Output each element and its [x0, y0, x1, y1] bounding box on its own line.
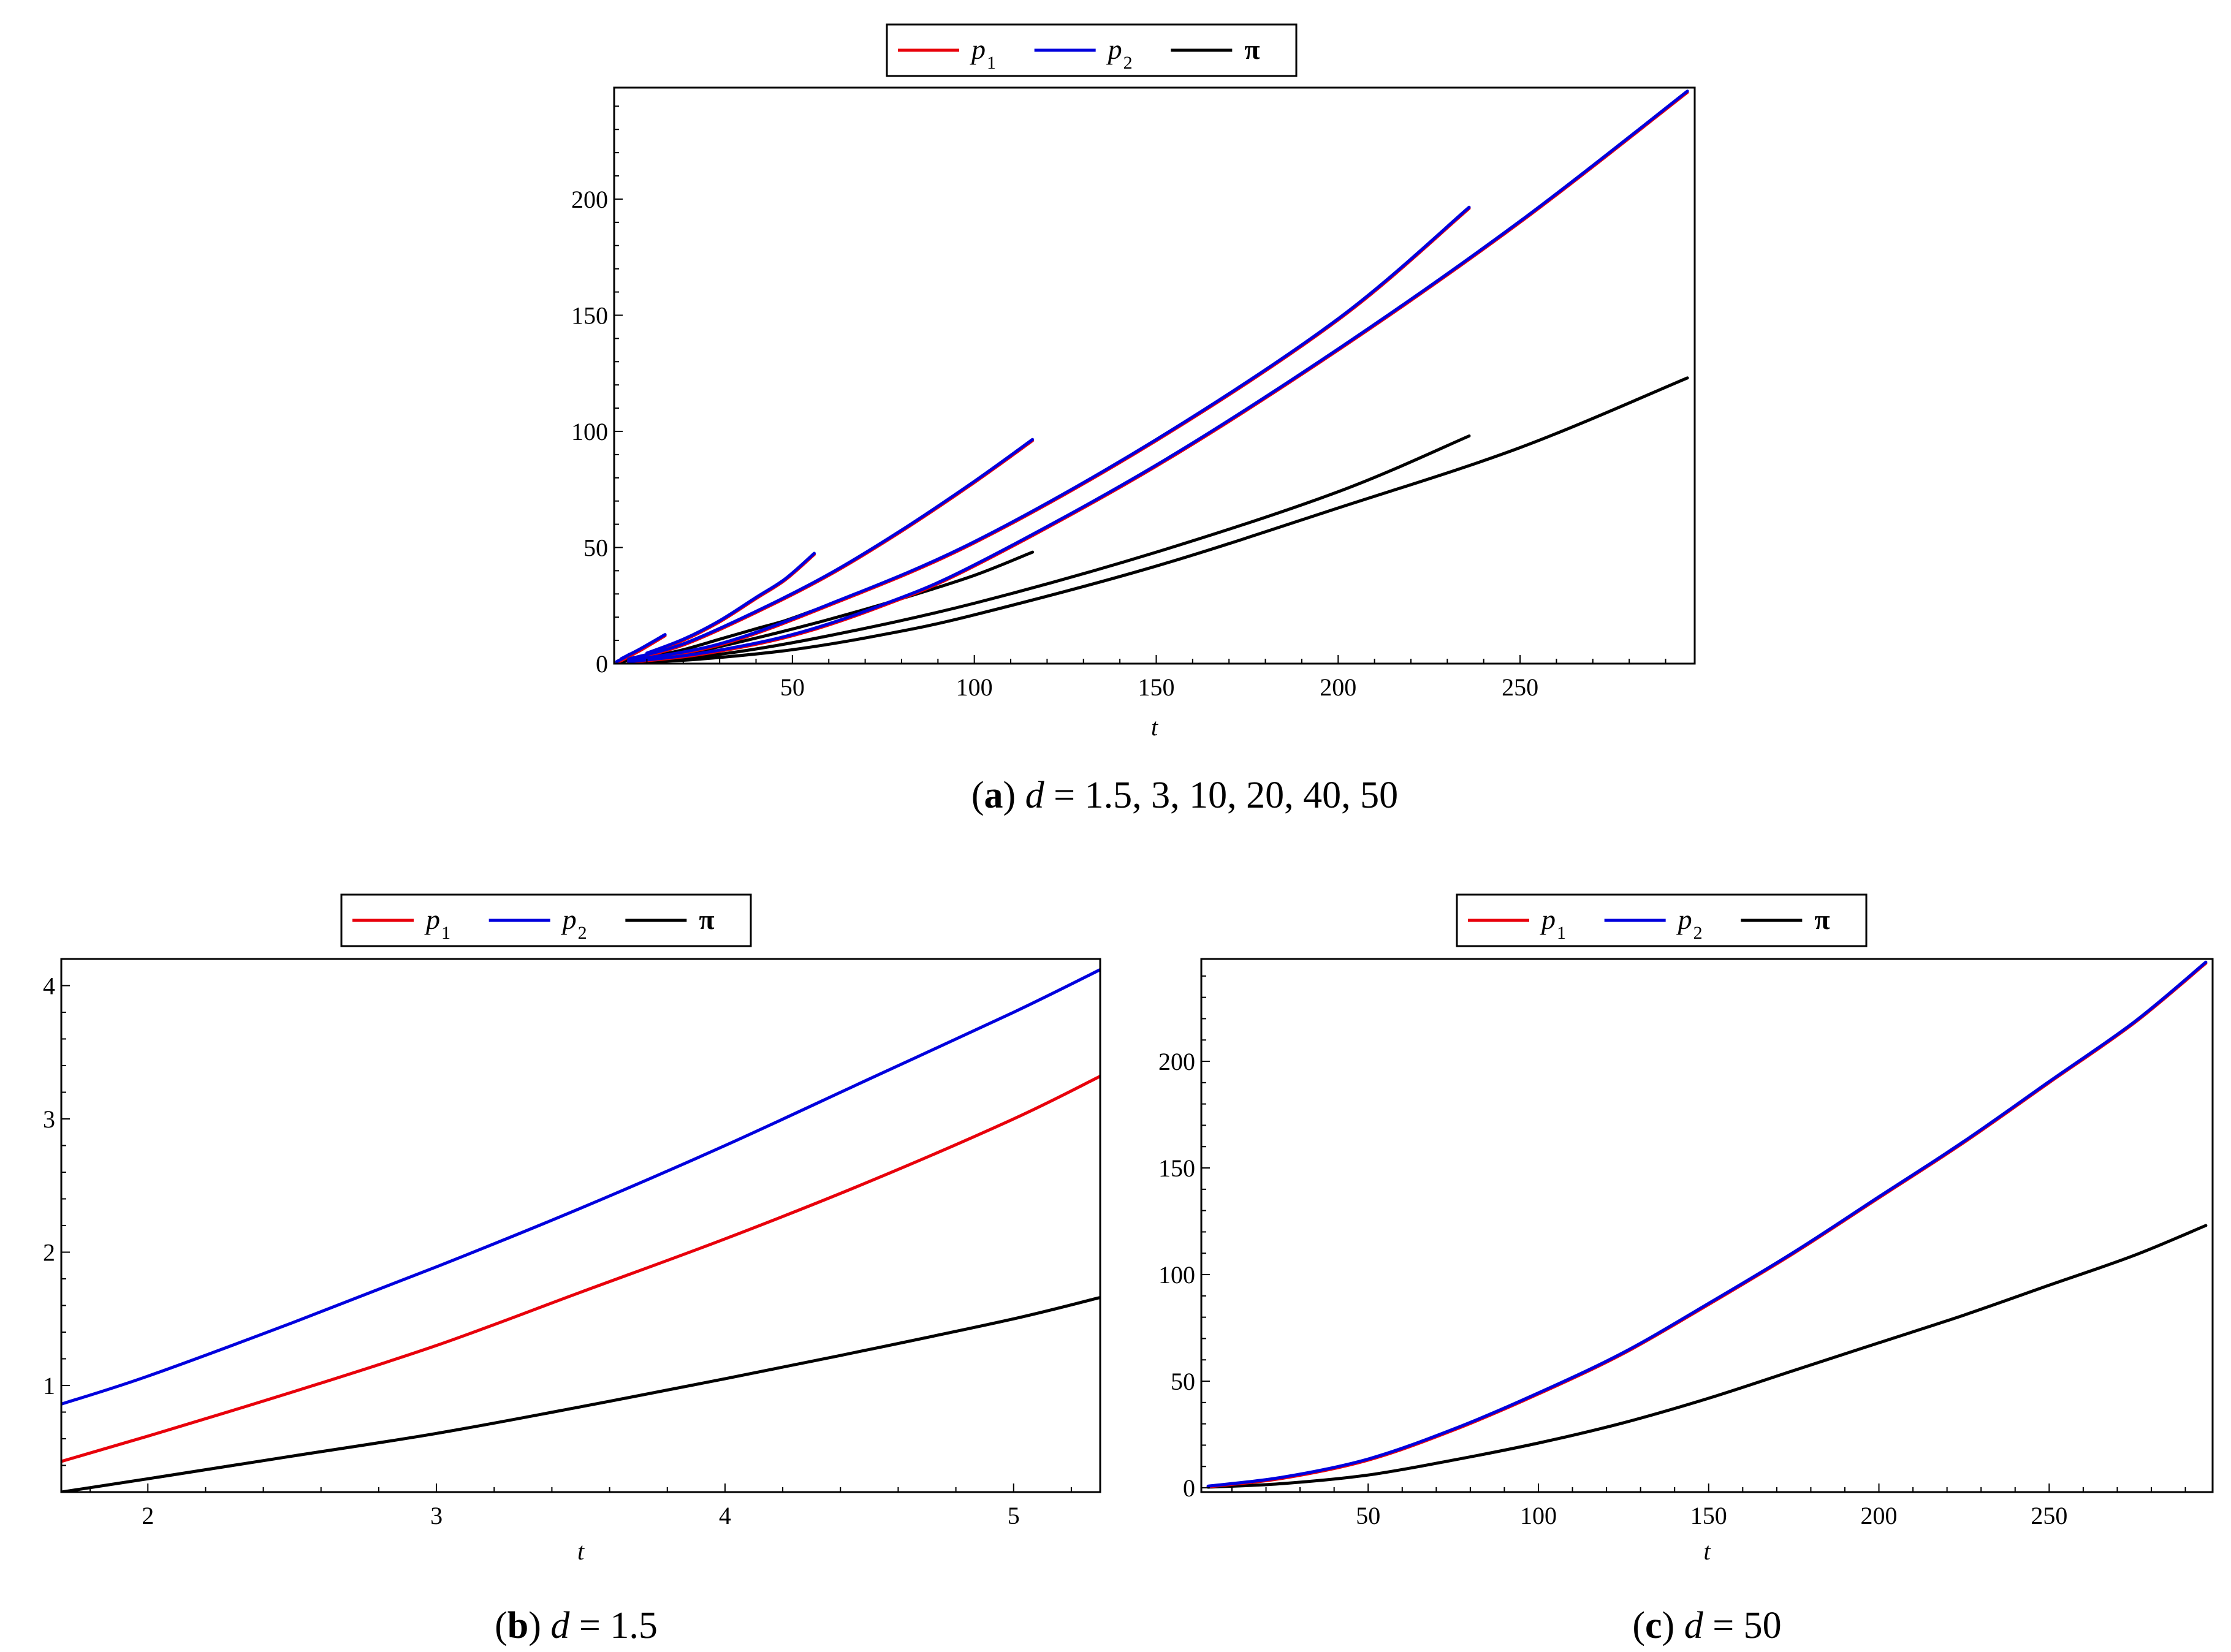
ticks-a: [614, 105, 1667, 664]
x-axis-label-c: t: [1703, 1537, 1711, 1565]
series-b-2-p2: [61, 968, 1100, 1406]
y-tick-label: 200: [1158, 1048, 1195, 1075]
x-tick-label: 200: [1320, 673, 1356, 701]
x-tick-label: 150: [1690, 1502, 1727, 1529]
y-tick-label: 0: [1183, 1474, 1195, 1502]
legend-sub-2: 2: [1693, 923, 1703, 943]
y-tick-label: 150: [571, 301, 608, 329]
x-tick-label: 5: [1008, 1502, 1020, 1529]
caption-c-part-2: ): [1662, 1605, 1675, 1646]
chart-c: 50 100 150 200 250 0 50 100 150 200 t: [1158, 958, 2214, 1565]
legend-sub-1: 1: [1557, 923, 1566, 943]
caption-c-part-1: c: [1645, 1605, 1662, 1646]
caption-b-part-4: d: [550, 1605, 570, 1646]
caption-a-part-2: ): [1003, 775, 1016, 816]
series-b-1-p1: [61, 1074, 1100, 1463]
caption-b-part-1: b: [507, 1605, 528, 1646]
x-tick-label: 50: [780, 673, 805, 701]
x-tick-label: 250: [2031, 1502, 2067, 1529]
caption-a: (a) d = 1.5, 3, 10, 20, 40, 50: [971, 775, 1398, 816]
legend-label-2: p: [561, 904, 577, 935]
legend-sub-1: 1: [987, 53, 996, 73]
caption-c-part-0: (: [1632, 1605, 1645, 1646]
series-a-17-p2: [627, 89, 1689, 664]
x-tick-label: 2: [142, 1502, 154, 1529]
series-a-11-p2: [627, 438, 1035, 661]
x-tick-label: 250: [1502, 673, 1538, 701]
caption-a-part-0: (: [971, 775, 984, 816]
ticks-b: [61, 958, 1072, 1493]
series-c-2-p2: [1206, 960, 2208, 1488]
caption-b-part-2: ): [528, 1605, 541, 1646]
x-tick-label: 4: [719, 1502, 731, 1529]
legend-label-3: π: [1814, 904, 1830, 935]
series-group-a: [615, 89, 1689, 664]
series-a-13-p1: [627, 206, 1471, 663]
caption-a-part-3: [1016, 775, 1025, 816]
legend-label-3: π: [1244, 34, 1260, 65]
ticks-c: [1201, 975, 2186, 1492]
y-tick-label: 100: [571, 418, 608, 445]
series-a-14-p2: [627, 205, 1471, 662]
x-tick-label: 150: [1138, 673, 1174, 701]
legend-sub-2: 2: [578, 923, 587, 943]
legend-label-2: p: [1676, 904, 1692, 935]
series-a-15-pi: [627, 434, 1471, 664]
caption-c: (c) d = 50: [1632, 1605, 1781, 1646]
series-a-8-p2: [645, 551, 816, 655]
x-axis-label-b: t: [577, 1537, 585, 1565]
y-tick-label: 4: [43, 972, 55, 1000]
caption-b-part-3: [541, 1605, 551, 1646]
series-a-18-pi: [627, 376, 1689, 664]
caption-c-part-3: [1674, 1605, 1684, 1646]
series-group-b: [61, 968, 1100, 1492]
caption-b-part-5: = 1.5: [569, 1605, 657, 1646]
plot-frame-b: [60, 958, 1101, 1493]
y-tick-label: 0: [596, 650, 608, 678]
x-tick-label: 100: [1520, 1502, 1557, 1529]
chart-a: 50 100 150 200 250 0 50 100 150 200 t: [571, 86, 1696, 741]
legend-label-1: p: [424, 904, 440, 935]
x-tick-label: 50: [1356, 1502, 1380, 1529]
x-axis-label-a: t: [1151, 713, 1158, 741]
legend-label-2: p: [1106, 34, 1122, 65]
caption-a-part-1: a: [984, 775, 1003, 816]
series-c-1-p1: [1206, 961, 2208, 1488]
caption-a-part-4: d: [1025, 775, 1045, 816]
y-tick-label: 50: [583, 534, 608, 561]
plot-frame-a: [613, 86, 1696, 665]
chart-b: 2 3 4 5 1 2 3 4 t: [43, 958, 1101, 1565]
y-tick-label: 200: [571, 186, 608, 213]
series-a-5-p2: [620, 633, 667, 661]
series-group-c: [1206, 960, 2208, 1489]
caption-a-part-5: = 1.5, 3, 10, 20, 40, 50: [1044, 775, 1398, 816]
y-tick-label: 50: [1171, 1368, 1195, 1395]
legend-label-3: π: [699, 904, 714, 935]
legend-sub-2: 2: [1123, 53, 1133, 73]
x-tick-label: 200: [1861, 1502, 1898, 1529]
caption-c-part-5: = 50: [1703, 1605, 1782, 1646]
legend-sub-1: 1: [441, 923, 450, 943]
x-tick-label: 3: [430, 1502, 443, 1529]
y-tick-label: 3: [43, 1105, 55, 1133]
y-tick-label: 1: [43, 1372, 55, 1400]
series-c-3-pi: [1206, 1224, 2208, 1489]
caption-b: (b) d = 1.5: [495, 1605, 658, 1646]
y-tick-label: 100: [1158, 1261, 1195, 1289]
legend-label-1: p: [1540, 904, 1556, 935]
legend-label-1: p: [970, 34, 986, 65]
caption-c-part-4: d: [1684, 1605, 1704, 1646]
y-tick-label: 150: [1158, 1154, 1195, 1182]
y-tick-label: 2: [43, 1239, 55, 1267]
plot-frame-c: [1200, 958, 2214, 1493]
x-tick-label: 100: [956, 673, 993, 701]
caption-b-part-0: (: [495, 1605, 507, 1646]
series-b-3-pi: [61, 1295, 1100, 1492]
series-a-10-p1: [627, 439, 1035, 662]
